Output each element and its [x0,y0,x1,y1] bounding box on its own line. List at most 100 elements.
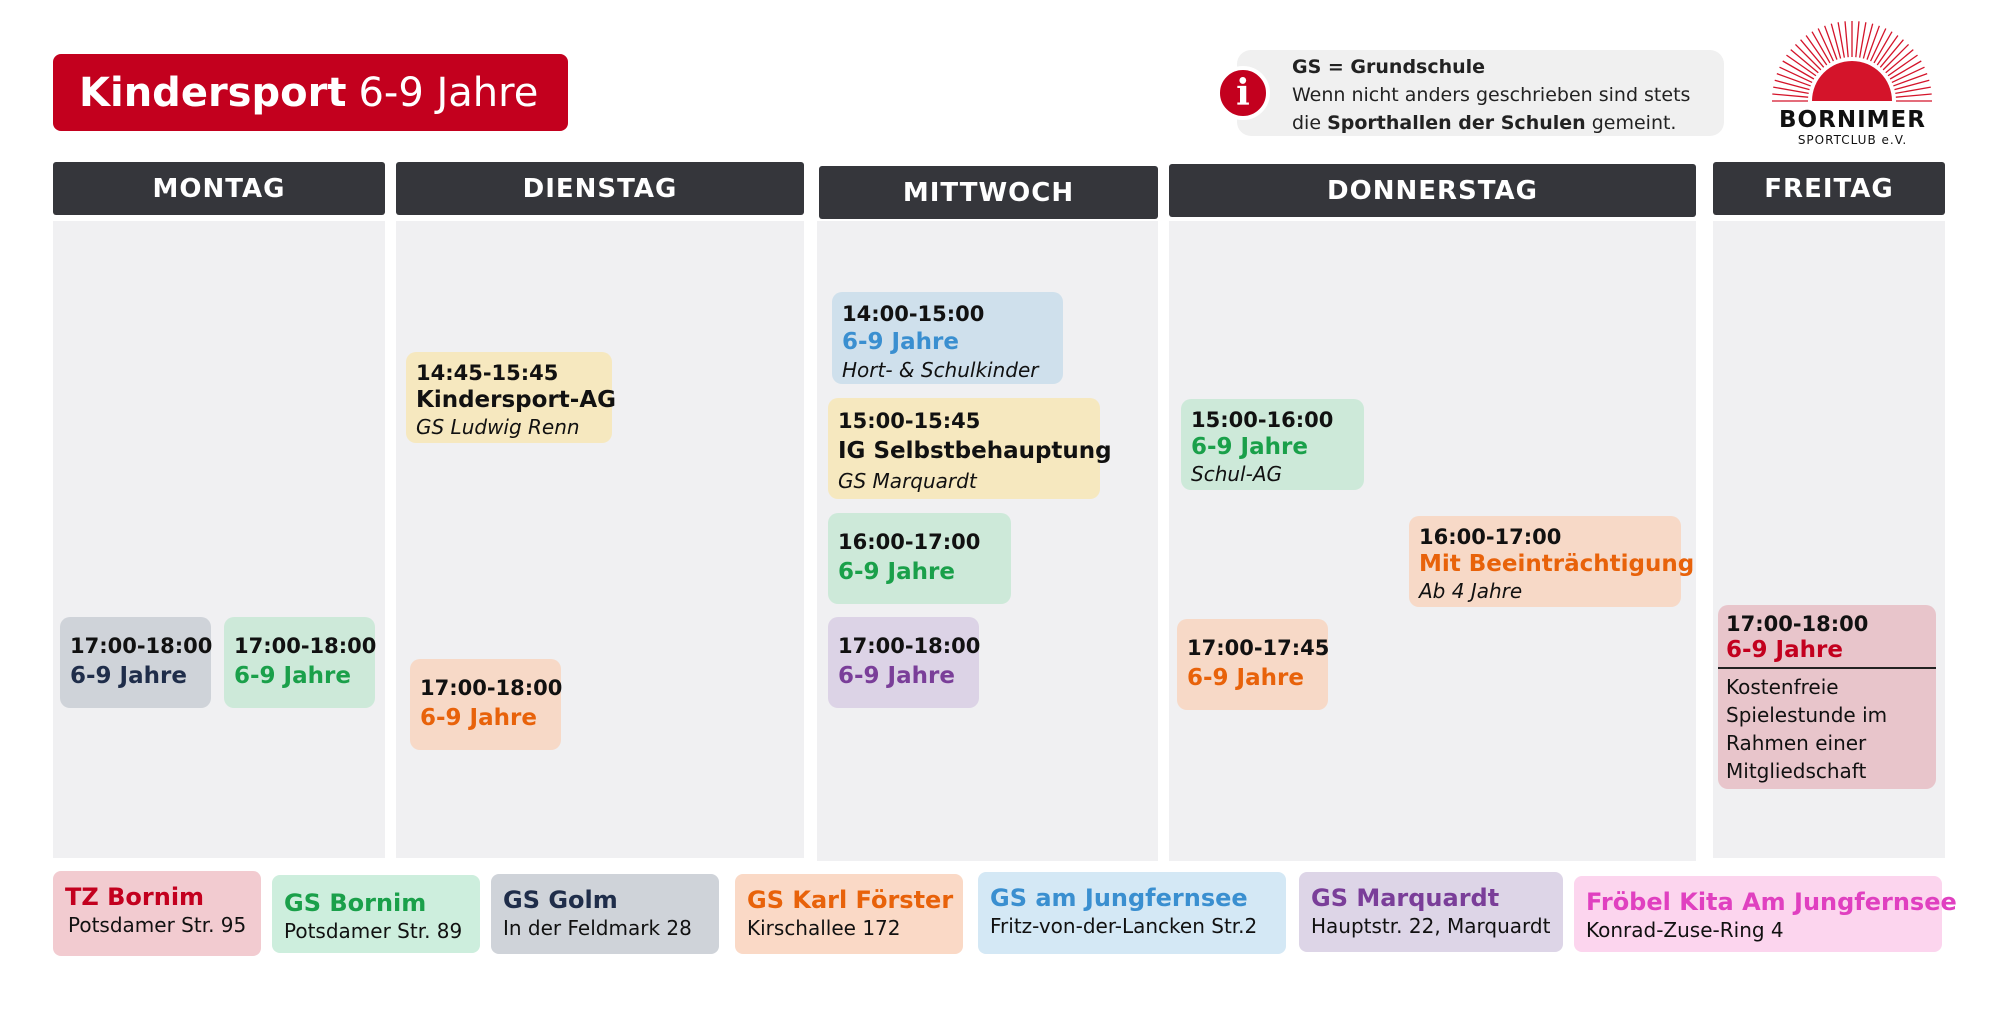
sun-ray [1773,86,1809,94]
day-header-monday: MONTAG [53,162,385,215]
event-card: 17:00-18:00 6-9 Jahre Kostenfreie Spiele… [1718,605,1936,789]
legend-item: TZ Bornim Potsdamer Str. 95 [53,871,261,956]
sun-ray [1879,39,1904,68]
sun-ray [1774,79,1810,91]
title-rest: 6-9 Jahre [358,69,539,116]
event-card: 17:00-18:00 6-9 Jahre [60,617,213,708]
sun-logo-icon [1772,21,1932,102]
event-time: 15:00-15:45 [838,409,981,433]
sun-ray [1894,79,1930,91]
legend-item: GS Karl Förster Kirschallee 172 [735,874,963,954]
logo-sub: SPORTCLUB e.V. [1797,133,1908,147]
legend-name: GS Bornim [284,889,427,917]
info-text: die [1292,112,1328,134]
logo: BORNIMER SPORTCLUB e.V. [1770,19,1935,149]
event-note: Kostenfreie Spielestunde im Rahmen einer… [1718,669,1936,789]
sun-ray [1782,60,1815,80]
event-time: 17:00-18:00 [838,634,981,658]
legend-name: GS Karl Förster [747,886,954,914]
sun-ray [1885,49,1914,74]
logo-name: BORNIMER [1779,107,1926,133]
event-card: 15:00-16:00 6-9 Jahre Schul-AG [1181,399,1364,490]
event-age: 6-9 Jahre [842,329,959,355]
event-location: Schul-AG [1191,462,1282,486]
event-time: 17:00-17:45 [1187,636,1330,660]
sun-ray [1786,54,1817,77]
event-location: Hort- & Schulkinder [842,358,1039,382]
event-card: 17:00-18:00 6-9 Jahre [410,659,563,750]
event-age: 6-9 Jahre [70,663,187,689]
sun-ray [1830,23,1842,59]
event-location: Ab 4 Jahre [1419,579,1523,603]
event-location: GS Ludwig Renn [416,415,580,439]
legend-item: GS am Jungfernsee Fritz-von-der-Lancken … [978,872,1286,954]
legend-name: TZ Bornim [65,883,205,911]
event-time: 17:00-18:00 [420,676,563,700]
page-title: Kindersport 6-9 Jahre [53,54,568,131]
note-line: Kostenfreie [1726,675,1839,699]
legend-name: GS Marquardt [1311,884,1500,912]
event-time: 17:00-18:00 [70,634,213,658]
note-line: Rahmen einer [1726,731,1867,755]
legend-item: GS Bornim Potsdamer Str. 89 [272,875,480,953]
sun-ray [1895,86,1931,94]
event-card: 17:00-18:00 6-9 Jahre [828,617,981,708]
info-text: gemeint. [1585,112,1677,134]
day-header-friday: FREITAG [1713,162,1945,215]
event-time: 17:00-18:00 [234,634,377,658]
sun-ray [1895,93,1932,98]
sun-ray [1873,31,1893,64]
sun-ray [1776,73,1811,87]
sun-ray [1882,43,1910,71]
event-time: 14:00-15:00 [842,302,985,326]
info-line2: Wenn nicht anders geschrieben sind stets [1292,84,1691,106]
event-age: 6-9 Jahre [1187,665,1304,691]
sun-ray [1779,66,1813,83]
event-age: 6-9 Jahre [1726,637,1843,663]
sun-ray [1824,25,1838,60]
event-time: 14:45-15:45 [416,361,559,385]
event-card: 17:00-18:00 6-9 Jahre [224,617,377,708]
info-icon: i [1216,66,1270,120]
sun-ray [1794,43,1822,71]
event-header: 17:00-18:00 6-9 Jahre [1718,611,1936,669]
event-title: Kindersport-AG [416,387,617,413]
day-header-tuesday: DIENSTAG [396,162,804,215]
info-line1: GS = Grundschule [1292,56,1486,78]
sun-ray [1805,35,1828,66]
column-monday [53,221,385,858]
info-line3: die Sporthallen der Schulen gemeint. [1292,109,1724,137]
legend-name: GS am Jungfernsee [990,884,1248,912]
event-time: 15:00-16:00 [1191,408,1334,432]
sun-ray [1772,93,1809,98]
event-location: GS Marquardt [838,469,977,493]
info-bold: Sporthallen der Schulen [1327,112,1586,134]
event-card: 15:00-15:45 IG Selbstbehauptung GS Marqu… [828,398,1112,499]
event-age: 6-9 Jahre [234,663,351,689]
legend-name: GS Golm [503,886,618,914]
event-age: 6-9 Jahre [838,559,955,585]
sun-ray [1811,31,1831,64]
event-card: 17:00-17:45 6-9 Jahre [1177,619,1330,710]
sun-ray [1817,28,1834,62]
legend-address: In der Feldmark 28 [503,916,692,940]
title-bold: Kindersport [79,69,347,116]
legend-name: Fröbel Kita Am Jungfernsee [1586,888,1957,916]
event-time: 16:00-17:00 [838,530,981,554]
legend-address: Kirschallee 172 [747,916,901,940]
sun-ray [1862,23,1874,59]
column-tuesday [396,221,804,858]
day-header-wednesday: MITTWOCH [819,166,1158,219]
sun-ray [1855,21,1860,58]
sun-ray [1844,21,1849,58]
legend-address: Potsdamer Str. 95 [68,913,247,937]
legend-address: Konrad-Zuse-Ring 4 [1586,918,1784,942]
event-card: 16:00-17:00 Mit Beeinträchtigung Ab 4 Ja… [1409,516,1694,607]
note-line: Spielestunde im [1726,703,1888,727]
event-age: 6-9 Jahre [838,663,955,689]
sun-ray [1870,28,1887,62]
sun-ray [1866,25,1880,60]
legend-address: Fritz-von-der-Lancken Str.2 [990,914,1258,938]
event-card: 14:45-15:45 Kindersport-AG GS Ludwig Ren… [406,352,617,443]
event-time: 16:00-17:00 [1419,525,1562,549]
